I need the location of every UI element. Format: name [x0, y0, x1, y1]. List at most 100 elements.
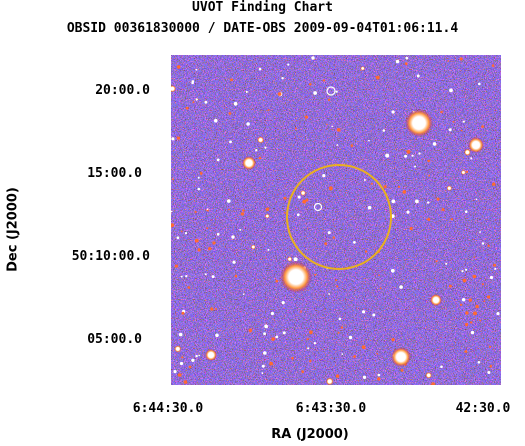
- bright-star: [205, 349, 217, 361]
- star-point: [489, 365, 493, 368]
- star-point: [375, 75, 380, 80]
- star-point: [301, 370, 304, 374]
- star-point: [328, 293, 330, 295]
- star-point: [464, 148, 471, 156]
- star-point: [174, 264, 178, 268]
- star-point: [240, 212, 245, 216]
- star-point: [414, 165, 416, 168]
- star-point: [479, 231, 481, 233]
- image-noise: [171, 55, 501, 385]
- star-point: [180, 230, 183, 233]
- star-point: [264, 146, 267, 149]
- star-point: [281, 301, 285, 305]
- star-point: [470, 330, 475, 335]
- star-point: [379, 287, 382, 290]
- star-point: [335, 90, 338, 93]
- star-point: [232, 260, 236, 264]
- star-point: [313, 342, 317, 345]
- star-point: [435, 260, 438, 263]
- star-point: [195, 68, 198, 71]
- y-tick-label: 50:10:00.0: [71, 249, 150, 264]
- star-point: [336, 144, 339, 146]
- star-point: [309, 330, 313, 335]
- star-point: [436, 197, 440, 201]
- star-point: [335, 374, 340, 378]
- star-point: [432, 142, 437, 146]
- star-point: [397, 185, 401, 188]
- star-point: [194, 238, 199, 243]
- star-point: [465, 170, 469, 173]
- y-axis-label: Dec (J2000): [5, 187, 21, 272]
- star-point: [404, 154, 408, 158]
- star-point: [275, 335, 279, 339]
- star-point: [364, 250, 368, 253]
- star-point: [362, 375, 367, 379]
- star-point: [181, 356, 184, 359]
- star-point: [324, 242, 328, 246]
- star-point: [447, 60, 450, 62]
- star-point: [335, 279, 338, 282]
- star-point: [188, 365, 192, 369]
- star-point: [487, 295, 491, 299]
- x-tick-label: 6:43:30.0: [295, 401, 367, 416]
- star-point: [367, 205, 372, 210]
- star-point: [178, 332, 183, 337]
- star-point: [385, 153, 390, 158]
- star-point: [173, 370, 177, 374]
- star-point: [390, 268, 395, 273]
- star-point: [171, 210, 173, 213]
- y-tick-label: 05:00.0: [87, 332, 142, 347]
- y-tick-label: 15:00.0: [87, 166, 142, 181]
- star-point: [441, 208, 445, 211]
- star-point: [338, 317, 342, 321]
- star-point: [427, 218, 431, 221]
- star-point: [425, 372, 432, 379]
- star-point: [195, 98, 198, 101]
- star-point: [383, 185, 387, 189]
- star-point: [314, 273, 317, 276]
- star-point: [416, 74, 420, 78]
- star-point: [326, 123, 328, 126]
- sky-image: [171, 55, 501, 385]
- star-point: [368, 139, 370, 142]
- star-point: [440, 365, 443, 369]
- star-point: [448, 128, 452, 132]
- star-point: [171, 223, 175, 227]
- star-point: [464, 350, 468, 353]
- star-point: [282, 331, 286, 335]
- star-point: [215, 307, 217, 310]
- x-axis-label: RA (J2000): [271, 427, 349, 442]
- star-point: [446, 185, 453, 191]
- star-point: [483, 300, 486, 303]
- star-point: [185, 275, 188, 278]
- star-point: [460, 169, 466, 175]
- star-point: [309, 360, 312, 363]
- star-point: [302, 199, 307, 204]
- star-point: [340, 326, 344, 329]
- star-point: [322, 174, 326, 178]
- star-point: [477, 361, 481, 364]
- star-point: [336, 128, 341, 132]
- star-point: [267, 248, 270, 251]
- star-point: [370, 182, 373, 185]
- star-point: [242, 209, 245, 212]
- star-point: [271, 337, 275, 341]
- star-point: [229, 140, 232, 144]
- star-point: [494, 267, 497, 270]
- target-circle: [286, 164, 392, 270]
- star-point: [257, 136, 264, 144]
- star-point: [206, 227, 209, 230]
- marked-source-circle: [326, 86, 336, 96]
- star-point: [459, 303, 463, 306]
- star-point: [308, 83, 312, 86]
- star-point: [409, 226, 413, 231]
- star-point: [377, 377, 381, 381]
- star-point: [275, 279, 279, 283]
- star-point: [248, 328, 253, 333]
- star-point: [487, 371, 491, 374]
- star-point: [376, 352, 379, 355]
- star-point: [332, 236, 335, 239]
- star-point: [493, 263, 497, 267]
- star-point: [191, 358, 195, 362]
